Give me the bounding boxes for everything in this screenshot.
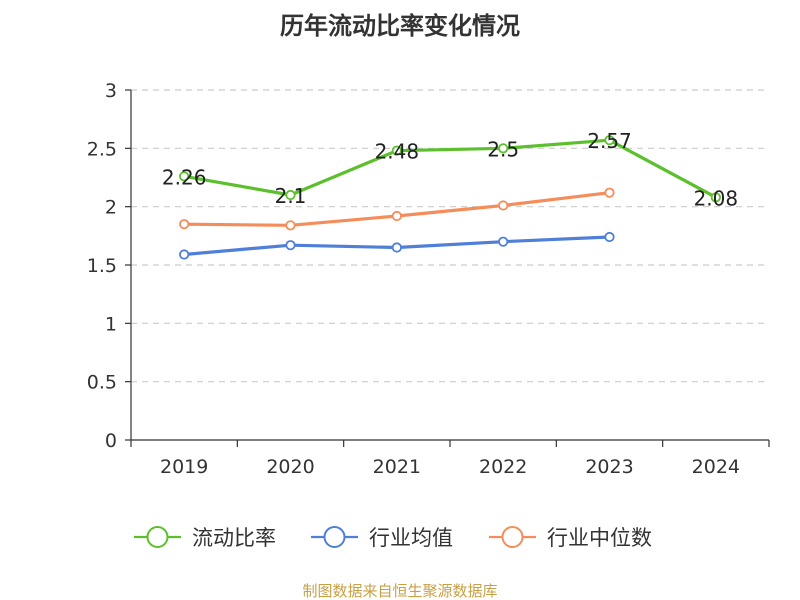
data-point [285,240,296,251]
legend: 流动比率 行业均值 行业中位数 [134,526,652,550]
data-label: 2.1 [275,184,307,208]
data-point [179,219,190,230]
data-point [498,143,509,154]
y-tick-label: 2 [105,197,117,219]
axes: 0 0.5 1 1.5 2 2.5 3 2019 2020 2021 2022 2023 2024 [87,80,770,478]
y-tick-label: 1 [105,313,117,335]
chart-title: 历年流动比率变化情况 [280,12,520,40]
data-point [498,236,509,247]
x-tick-label: 2024 [692,456,740,478]
x-tick-label: 2023 [585,456,633,478]
data-label: 2.08 [694,186,739,210]
legend-marker [501,526,524,548]
data-point [391,145,402,156]
x-tick-label: 2021 [373,456,421,478]
y-tick-label: 1.5 [87,255,117,277]
data-point [604,187,615,198]
x-tick-label: 2020 [266,456,314,478]
data-point [391,210,402,222]
data-point [179,171,190,182]
legend-label: 行业均值 [369,526,453,550]
data-point [604,135,615,146]
data-point [285,220,296,231]
legend-label: 行业中位数 [547,526,652,550]
x-tick-label: 2019 [160,456,208,478]
data-label: 2.26 [162,165,207,189]
legend-marker [146,526,169,548]
data-point [391,242,402,253]
legend-item: 流动比率 [134,526,276,550]
y-tick-label: 2.5 [87,138,117,160]
source-note: 制图数据来自恒生聚源数据库 [302,582,497,600]
data-point [285,189,296,201]
data-point [179,249,190,260]
legend-item: 行业中位数 [489,526,652,550]
data-labels: 2.26 2.1 2.48 2.5 2.57 2.08 [162,129,738,210]
legend-label: 流动比率 [192,526,276,550]
grid-lines [131,89,769,383]
legend-item: 行业均值 [311,526,453,550]
series-layer [179,135,721,260]
legend-marker [323,526,346,548]
data-point [604,231,615,243]
data-point [710,192,721,203]
y-tick-label: 0 [105,430,117,452]
data-label: 2.48 [375,140,420,164]
series-line [183,138,717,199]
y-tick-label: 3 [105,80,117,102]
y-tick-label: 0.5 [87,372,117,394]
x-tick-label: 2022 [479,456,527,478]
data-label: 2.57 [587,129,632,153]
data-label: 2.5 [487,137,519,161]
data-point [498,200,509,211]
